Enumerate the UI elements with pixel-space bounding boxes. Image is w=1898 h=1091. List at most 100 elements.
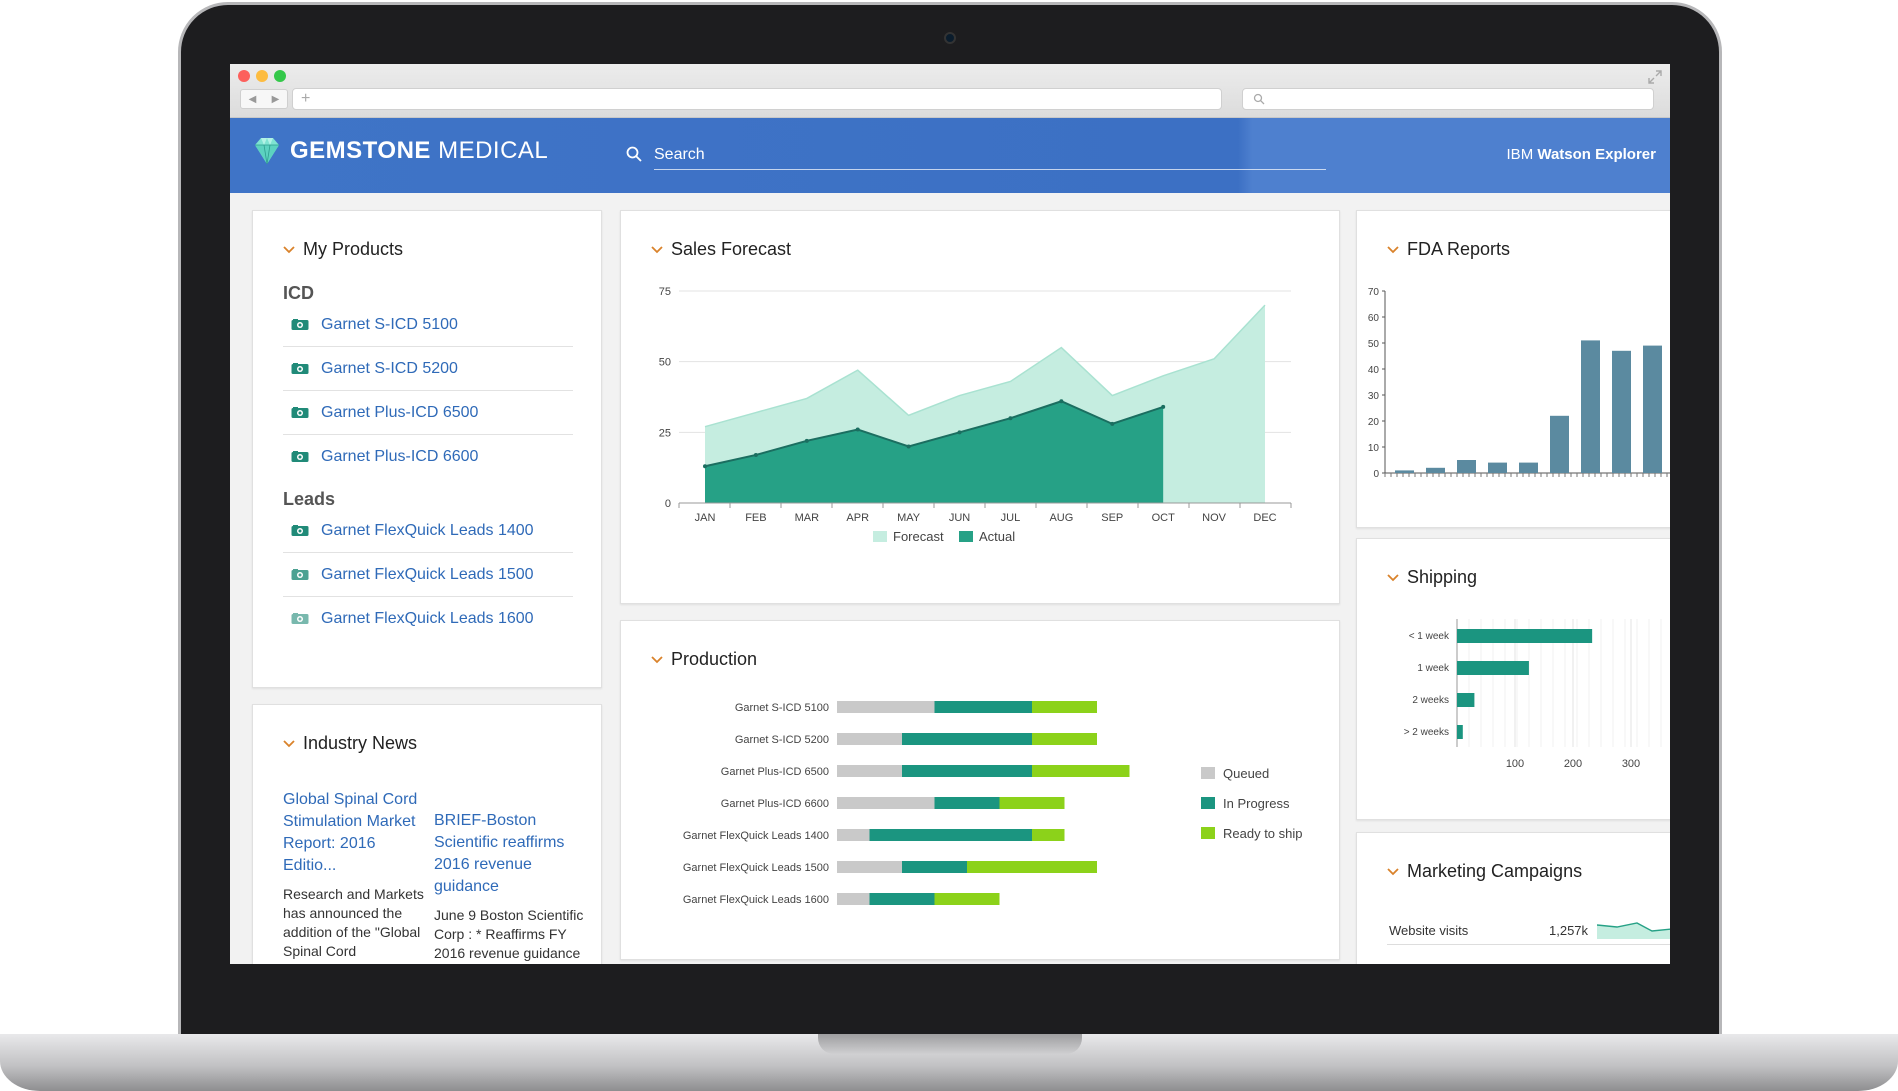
- actual-point: [753, 452, 758, 457]
- screen: ◀ ▶ + GEMSTONE MEDICAL IBM Wa: [230, 64, 1670, 964]
- close-window-button[interactable]: [238, 70, 250, 82]
- bar: [1643, 345, 1662, 473]
- back-button[interactable]: ◀: [248, 93, 257, 105]
- shipping-chart: 100 200 300 < 1 week 1 week 2 weeks > 2 weeks: [1404, 619, 1662, 770]
- card-header[interactable]: Industry News: [283, 733, 417, 754]
- chevron-down-icon[interactable]: [651, 245, 663, 255]
- news-headline[interactable]: BRIEF-Boston Scientific reaffirms 2016 r…: [434, 812, 565, 895]
- product-item[interactable]: Garnet S-ICD 5200: [283, 347, 573, 391]
- chevron-down-icon[interactable]: [283, 739, 295, 749]
- chevron-down-icon[interactable]: [1387, 867, 1399, 877]
- nav-buttons: ◀ ▶: [240, 89, 288, 109]
- y-tick-label: 60: [1368, 313, 1380, 324]
- bar: [1457, 693, 1475, 707]
- card-header[interactable]: My Products: [283, 239, 403, 260]
- fda-reports-chart: 0102030405060701/2: [1368, 287, 1670, 480]
- maximize-window-button[interactable]: [274, 70, 286, 82]
- bar-segment-queued: [837, 861, 902, 873]
- bar-segment-queued: [837, 797, 935, 809]
- campaign-label: Website visits: [1389, 923, 1469, 938]
- sales-forecast-chart: 0 25 50 75 JAN FEB MAR APR MAY JUN JUL AUG SEP OCT NOV…: [659, 286, 1292, 544]
- product-item[interactable]: Garnet Plus-ICD 6500: [283, 391, 573, 435]
- bar: [1457, 629, 1593, 643]
- campaign-row[interactable]: Website visits 1,257k: [1387, 915, 1670, 945]
- browser-search-field[interactable]: [1242, 88, 1654, 110]
- legend-label: Queued: [1223, 766, 1269, 781]
- actual-line: [704, 400, 1164, 468]
- device-icon: [291, 613, 309, 624]
- news-headline[interactable]: Global Spinal Cord Stimulation Market Re…: [283, 791, 418, 874]
- bar: [1581, 340, 1600, 473]
- product-name: Garnet Plus-ICD 6600: [321, 448, 479, 465]
- production-chart: Garnet S-ICD 5100 Garnet S-ICD 5200 Garnet…: [683, 701, 1303, 906]
- minimize-window-button[interactable]: [256, 70, 268, 82]
- chevron-down-icon[interactable]: [283, 245, 295, 255]
- address-bar[interactable]: +: [292, 88, 1222, 110]
- search-input[interactable]: [654, 140, 1326, 170]
- x-tick-label: OCT: [1152, 512, 1176, 524]
- y-tick-label: 30: [1368, 391, 1380, 402]
- new-tab-icon[interactable]: +: [301, 90, 311, 107]
- product-item[interactable]: Garnet S-ICD 5100: [283, 303, 573, 347]
- chevron-down-icon[interactable]: [651, 655, 663, 665]
- forward-button[interactable]: ▶: [271, 93, 280, 105]
- product-item[interactable]: Garnet FlexQuick Leads 1600: [283, 597, 573, 641]
- product-name: Garnet S-ICD 5100: [321, 315, 458, 333]
- x-tick-label: JUN: [949, 512, 970, 524]
- bar: [1457, 460, 1476, 473]
- marketing-campaigns-card: Marketing Campaigns Website visits 1,257…: [1356, 832, 1670, 964]
- y-tick-label: 50: [1368, 339, 1380, 350]
- bar-label: 2 weeks: [1412, 695, 1449, 706]
- bar: [1457, 661, 1529, 675]
- legend-label-forecast: Forecast: [893, 529, 944, 544]
- actual-point: [906, 444, 911, 449]
- bar-segment-ready-to-ship: [1032, 829, 1065, 841]
- card-header[interactable]: Sales Forecast: [651, 239, 791, 260]
- product-name: Garnet S-ICD 5200: [321, 359, 458, 377]
- legend-swatch-actual: [959, 531, 973, 542]
- device-icon: [291, 524, 309, 536]
- legend-label: In Progress: [1223, 796, 1290, 811]
- bar-segment-queued: [837, 765, 902, 777]
- actual-point: [703, 464, 707, 469]
- bar-label: Garnet FlexQuick Leads 1500: [683, 862, 829, 874]
- x-tick-label: JAN: [695, 512, 716, 524]
- bar: [1457, 725, 1463, 739]
- product-item[interactable]: Garnet FlexQuick Leads 1500: [283, 553, 573, 597]
- card-header[interactable]: Shipping: [1387, 567, 1477, 588]
- brand-subtitle: MEDICAL: [438, 137, 549, 164]
- bar-segment-ready-to-ship: [1032, 733, 1097, 745]
- actual-point: [855, 427, 860, 432]
- bar-segment-ready-to-ship: [967, 861, 1097, 873]
- x-tick-label: 200: [1564, 758, 1582, 770]
- card-header[interactable]: FDA Reports: [1387, 239, 1510, 260]
- news-summary: June 9 Boston Scientific Corp : * Reaffi…: [434, 907, 584, 961]
- card-title: Shipping: [1407, 567, 1478, 587]
- bar-label: > 2 weeks: [1404, 727, 1449, 738]
- chevron-down-icon[interactable]: [1387, 573, 1399, 583]
- y-tick-label: 20: [1368, 417, 1380, 428]
- card-header[interactable]: Marketing Campaigns: [1387, 861, 1582, 882]
- bar-segment-in-progress: [902, 861, 967, 873]
- product-item[interactable]: Garnet FlexQuick Leads 1400: [283, 509, 573, 553]
- bar-segment-in-progress: [869, 829, 1032, 841]
- x-tick-label: SEP: [1101, 512, 1123, 524]
- brand-name: GEMSTONE: [290, 137, 431, 164]
- x-tick-label: JUL: [1001, 512, 1021, 524]
- card-header[interactable]: Production: [651, 649, 757, 670]
- product-item[interactable]: Garnet Plus-ICD 6600: [283, 435, 573, 479]
- device-icon: [291, 568, 309, 580]
- legend-swatch-forecast: [873, 531, 887, 542]
- brand-logo[interactable]: GEMSTONE MEDICAL: [252, 136, 548, 166]
- campaign-row[interactable]: [1387, 945, 1670, 964]
- fullscreen-icon[interactable]: [1648, 70, 1662, 84]
- app-header: GEMSTONE MEDICAL IBM Watson Explorer: [230, 118, 1670, 193]
- chevron-down-icon[interactable]: [1387, 245, 1399, 255]
- x-tick-label: AUG: [1049, 512, 1073, 524]
- bar-segment-in-progress: [934, 701, 1032, 713]
- campaign-sparkline: [1597, 922, 1670, 939]
- bar-label: Garnet S-ICD 5100: [735, 702, 829, 714]
- y-tick-label: 0: [665, 498, 671, 510]
- bar-segment-ready-to-ship: [999, 797, 1065, 809]
- actual-point: [957, 430, 962, 435]
